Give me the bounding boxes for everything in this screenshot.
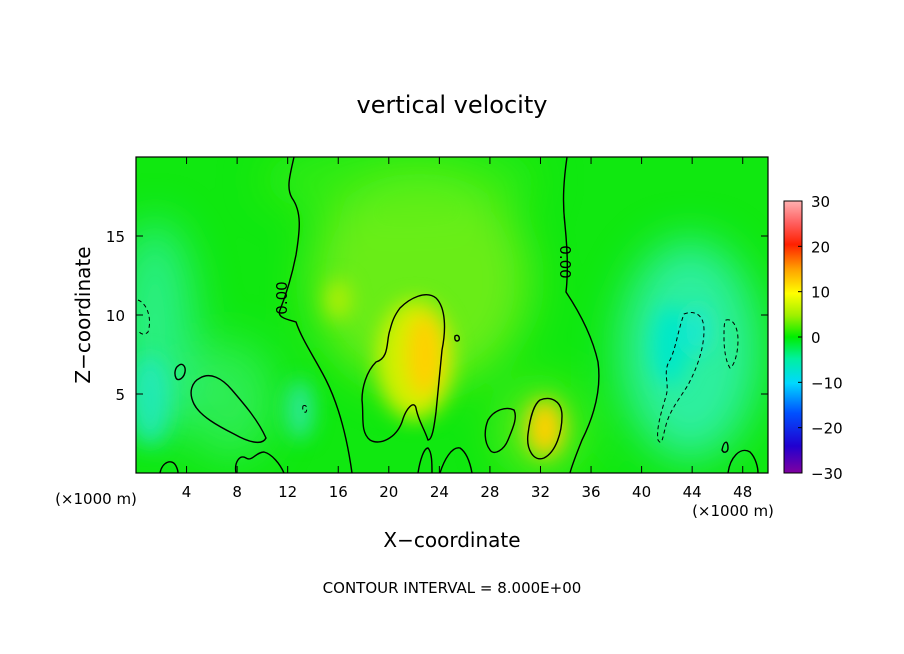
x-tick-label: 24 [430, 483, 449, 501]
chart-title: vertical velocity [357, 91, 548, 119]
colorbar-ramp [784, 201, 802, 473]
y-tick-labels: 5 10 15 [106, 228, 125, 404]
y-axis-label: Z−coordinate [71, 246, 95, 383]
x-tick-label: 28 [480, 483, 499, 501]
colorbar-tick-label: −10 [811, 374, 843, 392]
x-tick-label: 20 [379, 483, 398, 501]
y-tick-marks [136, 235, 768, 395]
x-tick-labels: 4 8 12 16 20 24 28 32 36 40 44 48 [182, 483, 752, 501]
contour-value-label: 0.00 [273, 281, 291, 314]
x-tick-label: 44 [683, 483, 702, 501]
contour-label-right: 0.00 [556, 245, 574, 278]
y-tick-label: 15 [106, 228, 125, 246]
x-tick-label: 48 [733, 483, 752, 501]
x-tick-label: 12 [278, 483, 297, 501]
colorbar-tick-label: 0 [811, 329, 821, 347]
colorbar-tick-label: 10 [811, 284, 830, 302]
x-unit-label-left: (×1000 m) [55, 490, 137, 508]
x-unit-label-right: (×1000 m) [692, 502, 774, 520]
x-tick-label: 40 [632, 483, 651, 501]
x-tick-label: 36 [581, 483, 600, 501]
contour-interval-note: CONTOUR INTERVAL = 8.000E+00 [323, 579, 582, 597]
velocity-field [136, 157, 768, 473]
negative-contours [137, 299, 739, 443]
x-tick-label: 32 [531, 483, 550, 501]
colorbar: 30 20 10 0 −10 −20 −30 [783, 193, 843, 483]
y-tick-label: 5 [115, 386, 125, 404]
colorbar-ticks: 30 20 10 0 −10 −20 −30 [798, 193, 843, 483]
colorbar-tick-label: 20 [811, 238, 830, 256]
colorbar-tick-label: 30 [811, 193, 830, 211]
x-tick-marks [186, 157, 744, 473]
x-tick-label: 4 [182, 483, 192, 501]
colorbar-tick-label: −20 [811, 420, 843, 438]
y-tick-label: 10 [106, 307, 125, 325]
colorbar-tick-label: −30 [811, 465, 843, 483]
contour-value-label: 0.00 [556, 245, 574, 278]
x-tick-label: 8 [232, 483, 242, 501]
contour-label-left: 0.00 [273, 281, 291, 314]
zero-contours [159, 157, 759, 473]
x-axis-label: X−coordinate [383, 528, 520, 552]
plot-area: 0.00 0.00 [135, 156, 769, 474]
x-tick-label: 16 [329, 483, 348, 501]
